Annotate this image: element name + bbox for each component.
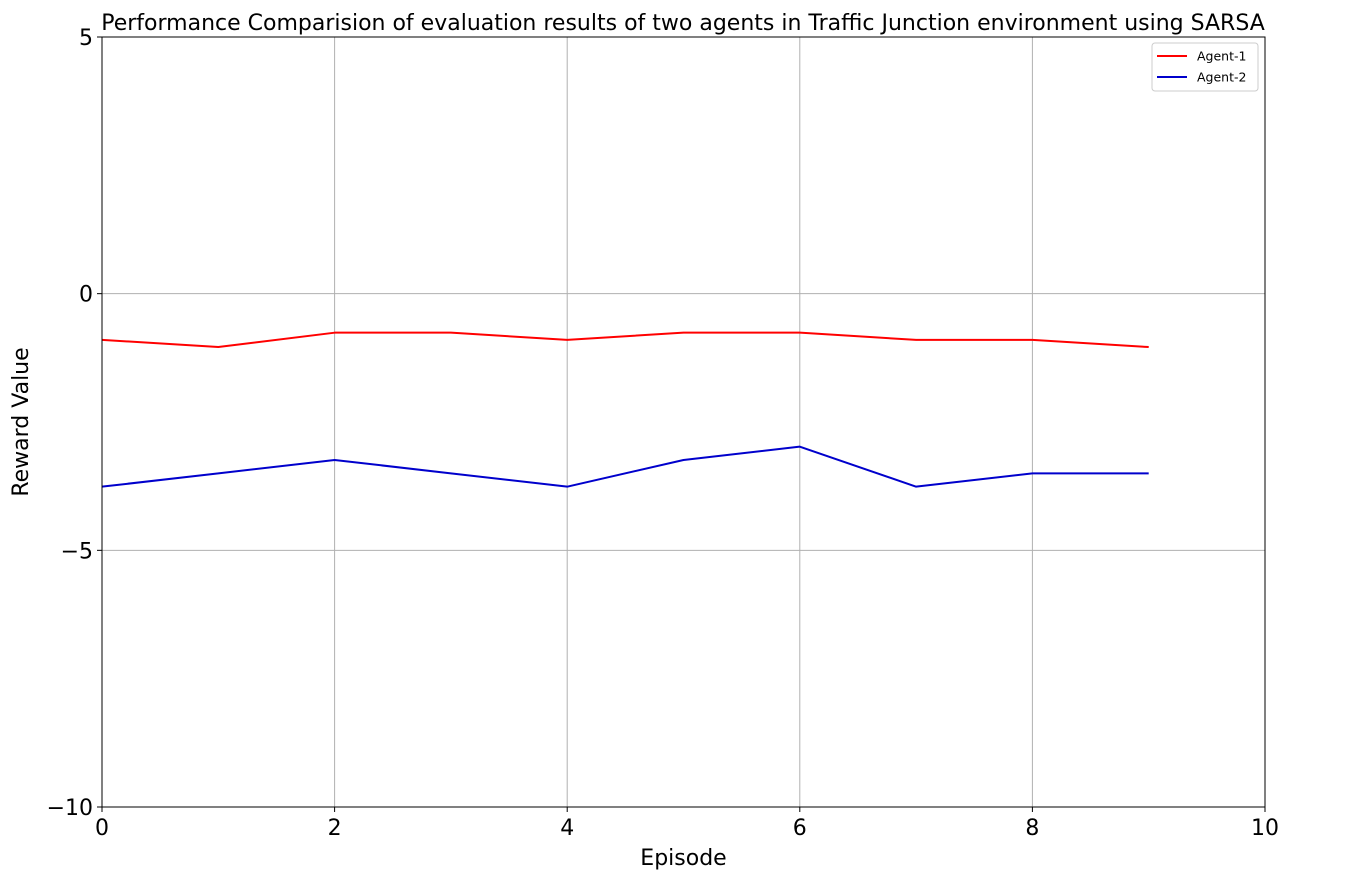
plot-frame bbox=[101, 36, 1266, 808]
y-tick-label: 0 bbox=[79, 283, 93, 308]
y-tick-label: −10 bbox=[47, 796, 93, 821]
x-tick-label: 8 bbox=[1025, 816, 1039, 841]
x-tick-label: 2 bbox=[328, 816, 342, 841]
x-tick-label: 0 bbox=[95, 816, 109, 841]
legend: Agent-1 Agent-2 bbox=[1151, 42, 1259, 92]
legend-label-agent-1: Agent-1 bbox=[1197, 49, 1246, 64]
series-line-agent-1 bbox=[101, 331, 1149, 349]
x-axis-label: Episode bbox=[640, 846, 726, 871]
chart-title: Performance Comparision of evaluation re… bbox=[101, 11, 1265, 36]
series-line-agent-2 bbox=[101, 445, 1149, 488]
y-axis-label: Reward Value bbox=[9, 347, 34, 496]
y-tick-label: 5 bbox=[79, 26, 93, 51]
series-lines bbox=[101, 331, 1149, 488]
y-tick-label: −5 bbox=[61, 539, 93, 564]
x-tick-label: 10 bbox=[1251, 816, 1279, 841]
x-tick-label: 4 bbox=[560, 816, 574, 841]
axis-ticks: 0 2 4 6 8 10 −10 −5 0 5 bbox=[47, 26, 1279, 841]
legend-label-agent-2: Agent-2 bbox=[1197, 70, 1246, 85]
x-tick-label: 6 bbox=[793, 816, 807, 841]
